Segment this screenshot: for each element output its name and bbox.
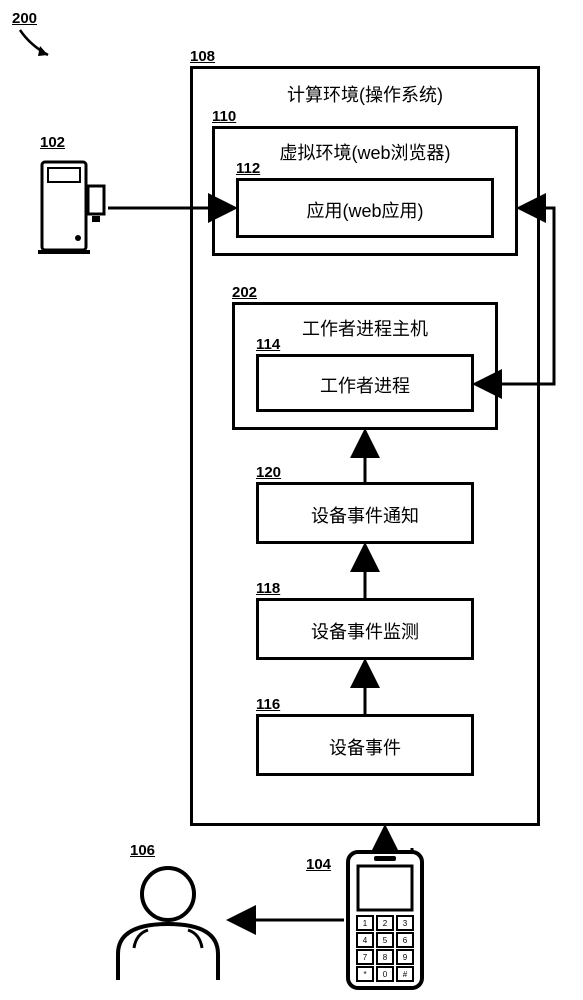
- svg-text:*: *: [363, 970, 366, 979]
- svg-text:2: 2: [383, 919, 388, 928]
- svg-text:0: 0: [383, 970, 388, 979]
- svg-text:8: 8: [383, 953, 388, 962]
- box-worker: 工作者进程: [256, 354, 474, 412]
- phone-icon: 1 2 3 4 5 6 7 8 9 * 0 #: [344, 848, 426, 992]
- ref-notify: 120: [256, 464, 281, 481]
- svg-text:7: 7: [363, 953, 368, 962]
- ref-os: 108: [190, 48, 215, 65]
- server-icon: [36, 156, 108, 256]
- svg-text:5: 5: [383, 936, 388, 945]
- title-os: 计算环境(操作系统): [193, 81, 537, 107]
- svg-text:3: 3: [403, 919, 408, 928]
- ref-phone: 104: [306, 856, 331, 873]
- ref-user: 106: [130, 842, 155, 859]
- svg-text:9: 9: [403, 953, 408, 962]
- title-notify: 设备事件通知: [259, 502, 471, 528]
- svg-text:1: 1: [363, 919, 368, 928]
- ref-worker: 114: [256, 336, 280, 353]
- ref-browser: 110: [212, 108, 236, 125]
- ref-host: 202: [232, 284, 257, 301]
- box-monitor: 设备事件监测: [256, 598, 474, 660]
- svg-text:4: 4: [363, 936, 368, 945]
- box-notify: 设备事件通知: [256, 482, 474, 544]
- title-worker: 工作者进程: [259, 372, 471, 398]
- title-monitor: 设备事件监测: [259, 618, 471, 644]
- svg-text:#: #: [403, 970, 408, 979]
- user-icon: [108, 862, 228, 982]
- ref-monitor: 118: [256, 580, 280, 597]
- figure-ref: 200: [12, 10, 37, 27]
- title-app: 应用(web应用): [239, 197, 491, 223]
- ref-app: 112: [236, 160, 260, 177]
- svg-text:6: 6: [403, 936, 408, 945]
- title-event: 设备事件: [259, 734, 471, 760]
- ref-event: 116: [256, 696, 280, 713]
- ref-server: 102: [40, 134, 65, 151]
- box-event: 设备事件: [256, 714, 474, 776]
- box-app: 应用(web应用): [236, 178, 494, 238]
